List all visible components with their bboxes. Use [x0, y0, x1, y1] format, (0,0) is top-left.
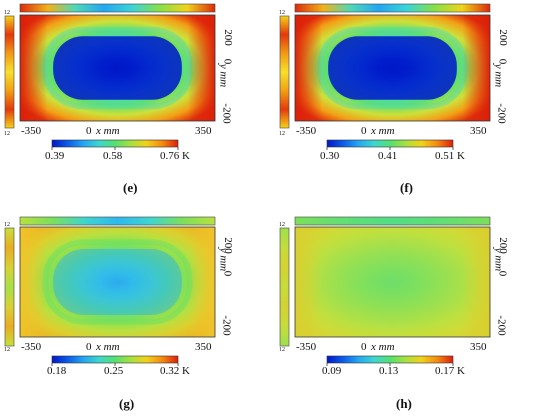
- y-axis-label: y mm: [217, 63, 230, 88]
- left-bar-tick-bottom: 12: [279, 131, 285, 137]
- colorbar-mid: 0.25: [104, 365, 124, 377]
- x-tick-center: 0: [361, 341, 367, 353]
- hot-edges: [295, 227, 490, 337]
- panel-e-graphics: [4, 3, 216, 150]
- plot-frame: [294, 226, 491, 338]
- x-tick-left: -350: [21, 341, 42, 353]
- panel-f: -350 0 x mm 350 200 0 y mm -200 12 12 0.…: [275, 0, 550, 210]
- y-axis-label: y mm: [492, 247, 505, 272]
- panel-g: -350 0 x mm 350 200 0 y mm -200 12 12 0.…: [0, 210, 275, 420]
- left-bar-tick-top: 12: [4, 222, 10, 228]
- x-axis-label: x mm: [96, 125, 120, 137]
- top-profile-strip: [19, 216, 216, 226]
- colorbar-max: 0.51 K: [435, 150, 465, 162]
- x-axis-label: x mm: [96, 341, 120, 353]
- colorbar-max: 0.17 K: [435, 365, 465, 377]
- colorbar-min: 0.39: [45, 150, 65, 162]
- y-axis-label: y mm: [492, 63, 505, 88]
- x-tick-left: -350: [21, 125, 42, 137]
- panel-h: -350 0 x mm 350 200 0 y mm -200 12 12 0.…: [275, 210, 550, 420]
- left-profile-bar: [4, 15, 15, 129]
- left-profile-bar: [279, 15, 290, 129]
- left-profile-bar: [4, 227, 15, 347]
- x-tick-right: 350: [195, 341, 212, 353]
- top-profile-strip: [19, 3, 216, 13]
- y-tick-bottom: -200: [220, 103, 233, 124]
- colorbar-min: 0.09: [322, 365, 342, 377]
- top-profile-strip: [294, 216, 491, 226]
- plot-frame: [19, 226, 216, 338]
- colorbar-max: 0.32 K: [160, 365, 190, 377]
- x-tick-center: 0: [361, 125, 367, 137]
- panel-caption: (e): [123, 180, 138, 195]
- y-tick-bottom: -200: [495, 315, 508, 336]
- hot-edges: [20, 227, 215, 337]
- top-profile-strip: [294, 3, 491, 13]
- colorbar: [326, 139, 454, 148]
- x-tick-left: -350: [296, 125, 317, 137]
- left-bar-tick-top: 12: [279, 10, 285, 16]
- x-axis-label: x mm: [371, 341, 395, 353]
- panel-caption: (f): [400, 180, 413, 195]
- y-tick-bottom: -200: [495, 103, 508, 124]
- x-tick-right: 350: [195, 125, 212, 137]
- x-tick-right: 350: [470, 341, 487, 353]
- panel-e: -350 0 x mm 350 200 0 y mm -200 12 12 0.…: [0, 0, 275, 210]
- x-tick-right: 350: [470, 125, 487, 137]
- plot-frame: [19, 14, 216, 122]
- colorbar-mid: 0.58: [103, 150, 123, 162]
- colorbar-mid: 0.41: [378, 150, 398, 162]
- colorbar: [51, 139, 179, 148]
- x-tick-center: 0: [86, 125, 92, 137]
- panel-caption: (h): [396, 396, 412, 411]
- colorbar-mid: 0.13: [379, 365, 399, 377]
- left-bar-tick-bottom: 12: [4, 131, 10, 137]
- panel-h-graphics: [279, 216, 491, 366]
- colorbar: [326, 355, 454, 364]
- left-bar-tick-top: 12: [4, 10, 10, 16]
- panel-caption: (g): [119, 396, 135, 411]
- colorbar-max: 0.76 K: [160, 150, 190, 162]
- y-tick-bottom: -200: [220, 315, 233, 336]
- left-profile-bar: [279, 227, 290, 347]
- colorbar-min: 0.18: [47, 365, 67, 377]
- left-bar-tick-top: 12: [279, 222, 285, 228]
- hot-edges: [295, 15, 490, 121]
- panel-f-graphics: [279, 3, 491, 150]
- x-tick-left: -350: [296, 341, 317, 353]
- y-tick-top: 200: [221, 29, 234, 46]
- left-bar-tick-bottom: 12: [4, 347, 10, 353]
- panel-g-graphics: [4, 216, 216, 366]
- y-axis-label: y mm: [217, 247, 230, 272]
- plot-frame: [294, 14, 491, 122]
- x-tick-center: 0: [86, 341, 92, 353]
- colorbar: [51, 355, 179, 364]
- x-axis-label: x mm: [371, 125, 395, 137]
- colorbar-min: 0.30: [320, 150, 340, 162]
- hot-edges: [20, 15, 215, 121]
- y-tick-top: 200: [496, 29, 509, 46]
- left-bar-tick-bottom: 12: [279, 347, 285, 353]
